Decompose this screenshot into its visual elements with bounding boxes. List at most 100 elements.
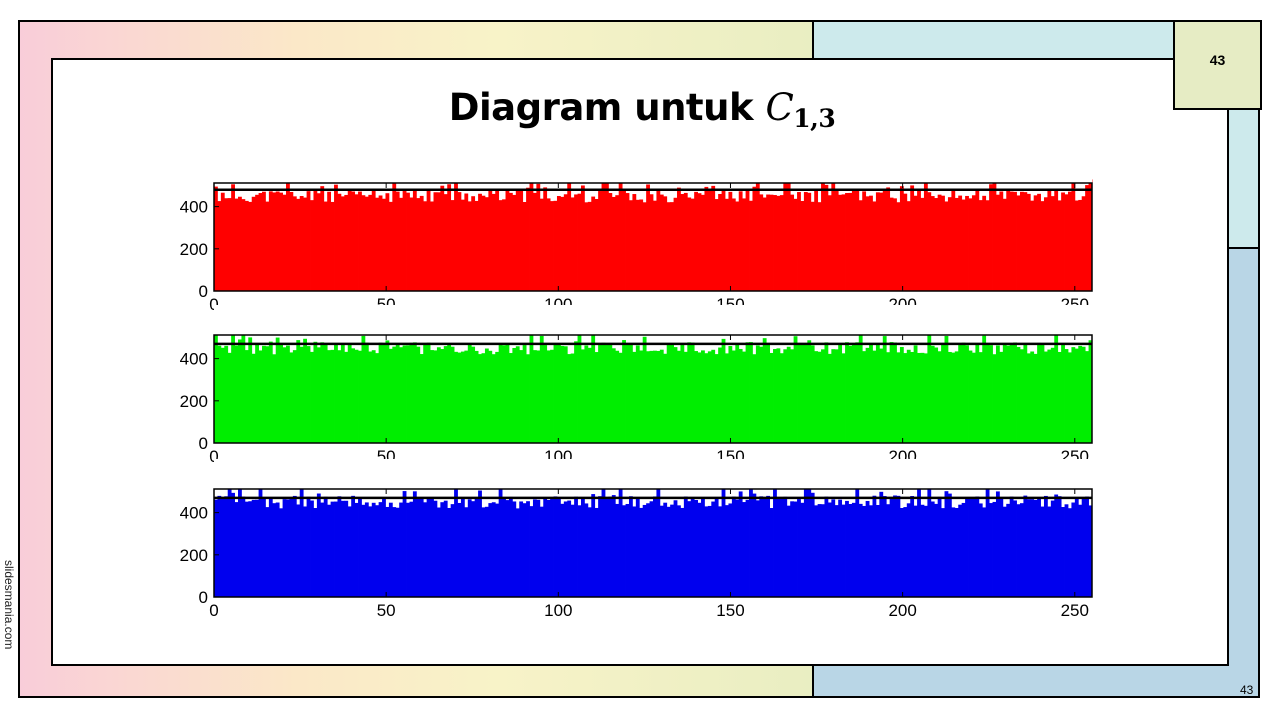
blue-histogram-bar <box>848 504 853 597</box>
blue-histogram-bar <box>354 502 359 597</box>
title-subscript: 1,3 <box>793 104 836 133</box>
red-histogram-bar <box>471 196 476 291</box>
blue-histogram-bar <box>694 499 698 597</box>
blue-histogram-bar <box>769 508 774 597</box>
green-histogram-bar <box>556 343 561 443</box>
blue-histogram-bar <box>611 495 616 597</box>
green-histogram-bar <box>591 332 596 443</box>
red-histogram-bar <box>893 198 897 291</box>
green-histogram-bar <box>484 348 489 443</box>
green-histogram-bar <box>1009 343 1014 443</box>
blue-histogram-bar <box>745 499 750 597</box>
blue-histogram-bar <box>941 508 945 597</box>
green-histogram-bar <box>265 346 270 443</box>
green-histogram-bar <box>793 336 798 443</box>
blue-x-tick-label: 250 <box>1061 601 1089 620</box>
red-histogram-bar <box>910 185 915 291</box>
blue-histogram-bar <box>958 504 963 597</box>
red-histogram-bar <box>1023 192 1028 291</box>
red-y-tick-label: 200 <box>180 240 208 259</box>
blue-histogram-bar <box>231 492 235 597</box>
red-histogram-bar <box>546 198 551 291</box>
green-histogram-bar <box>965 345 969 443</box>
blue-histogram-bar <box>841 504 846 597</box>
green-histogram-bar <box>563 346 568 443</box>
red-histogram-bar <box>707 189 712 291</box>
blue-histogram-bar <box>673 500 678 597</box>
green-histogram-bar <box>807 340 812 443</box>
red-histogram-bar <box>484 197 489 291</box>
red-histogram-bar <box>961 199 966 291</box>
red-histogram-bar <box>841 194 846 291</box>
blue-histogram-bar <box>364 502 369 597</box>
blue-histogram-bar <box>481 507 486 597</box>
blue-y-tick-label: 200 <box>180 546 208 565</box>
red-histogram-bar <box>965 195 969 291</box>
red-histogram-bar <box>375 197 380 291</box>
red-histogram-bar <box>851 189 856 291</box>
blue-histogram-bar <box>563 501 568 597</box>
red-histogram-bar <box>275 191 280 291</box>
red-histogram-bar <box>608 193 613 291</box>
blue-histogram-bar <box>749 487 753 597</box>
green-histogram-bar <box>653 350 657 443</box>
red-histogram-bar <box>1085 185 1089 291</box>
red-histogram-bar <box>1088 179 1093 291</box>
blue-histogram-bar <box>409 501 414 597</box>
blue-histogram-bar <box>834 505 839 597</box>
blue-histogram-bar <box>625 503 630 597</box>
blue-histogram-bar <box>447 507 452 597</box>
red-histogram-bar <box>553 200 558 291</box>
red-histogram-bar <box>745 190 750 291</box>
red-histogram-bar <box>773 195 777 291</box>
blue-histogram-bar <box>378 502 383 597</box>
blue-histogram-bar <box>423 502 428 597</box>
blue-histogram-bar <box>656 487 661 597</box>
green-histogram-bar <box>824 342 829 443</box>
red-x-tick-label: 0 <box>209 295 218 314</box>
red-histogram-bar <box>653 200 657 291</box>
green-histogram-bar <box>742 351 746 443</box>
blue-histogram-bar <box>395 507 400 597</box>
green-histogram-bar <box>951 352 956 443</box>
red-histogram-bar <box>385 193 390 291</box>
blue-histogram-bar <box>690 498 695 597</box>
red-histogram-bar <box>436 192 441 291</box>
green-histogram-bar <box>248 337 253 443</box>
red-histogram-bar <box>368 194 373 291</box>
green-histogram-bar <box>1026 353 1031 443</box>
red-histogram-bar <box>683 192 688 291</box>
green-histogram-bar <box>656 350 661 443</box>
blue-histogram-bar <box>752 493 757 597</box>
blue-histogram-bar <box>855 488 860 597</box>
blue-histogram-bar <box>989 503 993 597</box>
green-histogram-bar <box>258 350 263 443</box>
blue-x-tick-label: 200 <box>888 601 916 620</box>
red-histogram-bar <box>930 196 935 291</box>
red-histogram-bar <box>886 187 891 291</box>
red-histogram-bar <box>344 194 349 291</box>
page-number: 43 <box>1209 52 1226 68</box>
red-histogram-bar <box>635 199 640 291</box>
green-histogram-bar <box>587 347 592 443</box>
red-histogram-bar <box>663 196 668 291</box>
red-histogram-bar <box>248 201 253 291</box>
blue-histogram-bar <box>399 502 404 597</box>
blue-histogram-bar <box>608 496 613 597</box>
green-histogram-bar <box>388 348 393 443</box>
red-histogram-bar <box>560 196 565 291</box>
red-histogram-bar <box>292 196 297 291</box>
green-histogram-bar <box>618 352 623 443</box>
red-histogram-bar <box>1016 195 1021 291</box>
blue-histogram-bar <box>310 500 314 597</box>
red-histogram-bar <box>361 195 366 291</box>
red-histogram-bar <box>975 188 980 291</box>
red-histogram-bar <box>498 200 503 291</box>
blue-histogram-bar <box>886 504 891 597</box>
blue-histogram-bar <box>344 500 349 597</box>
green-histogram-bar <box>690 342 695 443</box>
red-histogram-bar <box>220 192 225 291</box>
green-histogram-bar <box>467 344 472 443</box>
red-histogram-bar <box>306 191 311 291</box>
green-histogram-bar <box>615 350 620 443</box>
